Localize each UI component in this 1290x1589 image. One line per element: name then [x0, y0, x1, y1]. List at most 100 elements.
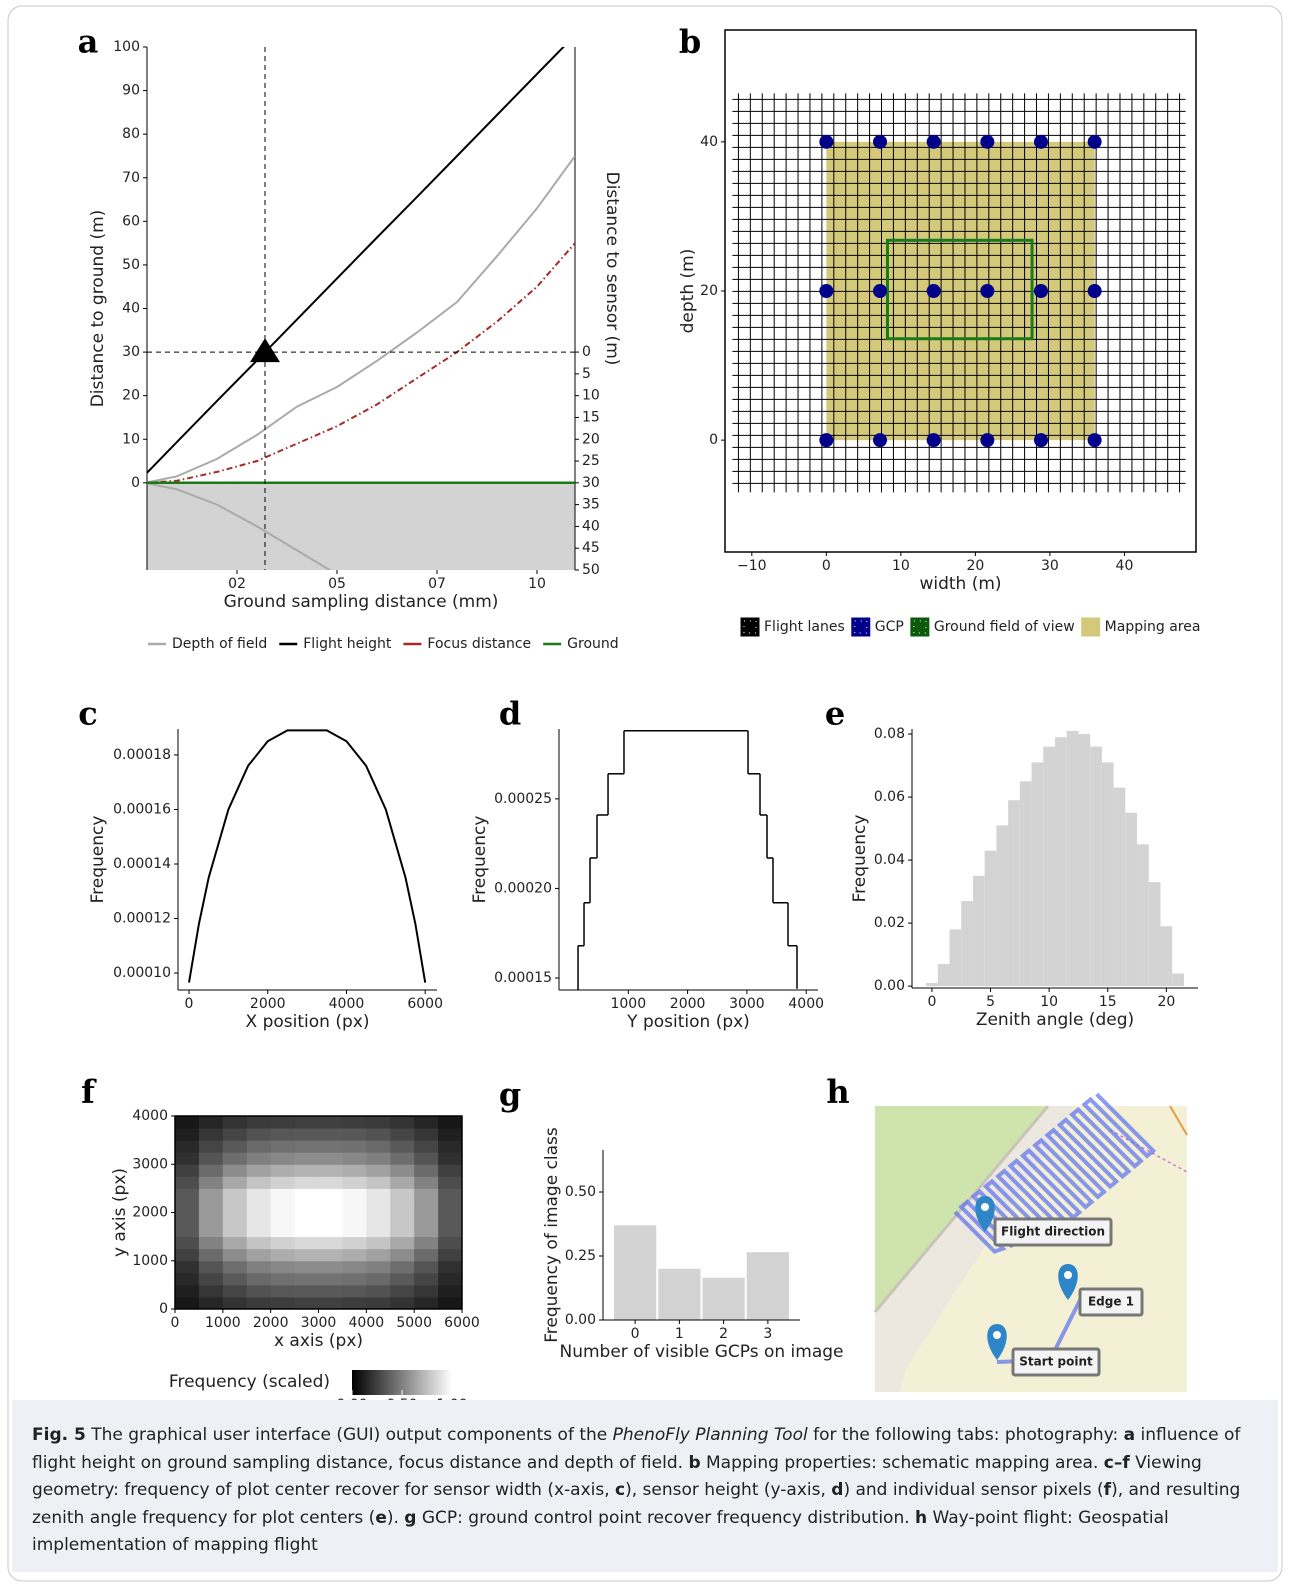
heat-cell: [438, 1285, 462, 1298]
heat-cell: [342, 1116, 366, 1129]
heat-cell: [271, 1164, 295, 1177]
gcp: [927, 135, 941, 149]
y-tick-label: 0.00018: [113, 747, 171, 763]
heat-cell: [414, 1128, 438, 1141]
legend-label: Depth of field: [172, 636, 267, 652]
heat-cell: [223, 1176, 247, 1189]
heat-cell: [319, 1176, 343, 1189]
histogram-bar: [996, 825, 1008, 986]
x-tick-label: 15: [1099, 994, 1117, 1010]
heat-cell: [223, 1273, 247, 1286]
histogram-bar: [950, 929, 962, 986]
heat-cell: [438, 1164, 462, 1177]
heat-cell: [247, 1249, 271, 1262]
y2-tick-label: 25: [582, 453, 600, 469]
x-tick-label: 3000: [301, 1315, 337, 1331]
panel-letter: e: [825, 695, 845, 733]
caption-text: d: [831, 1480, 843, 1500]
x-tick-label: 0: [171, 1315, 180, 1331]
heat-cell: [199, 1225, 223, 1238]
y2-tick-label: 45: [582, 540, 600, 556]
heat-cell: [175, 1140, 199, 1153]
heat-cell: [390, 1116, 414, 1129]
heat-cell: [319, 1164, 343, 1177]
heat-cell: [271, 1188, 295, 1201]
heat-cell: [390, 1140, 414, 1153]
x-axis-title: X position (px): [246, 1012, 370, 1032]
heat-cell: [175, 1297, 199, 1310]
histogram-bar: [1160, 926, 1172, 986]
y-tick-label: 0.00010: [113, 965, 171, 981]
x-tick-label: 4000: [349, 1315, 385, 1331]
heat-cell: [199, 1200, 223, 1213]
x-tick-label: 40: [1116, 558, 1134, 574]
y2-tick-label: 50: [582, 562, 600, 578]
heat-cell: [223, 1285, 247, 1298]
heat-cell: [223, 1297, 247, 1310]
heat-cell: [247, 1152, 271, 1165]
caption-text: a: [1124, 1425, 1135, 1445]
heat-cell: [414, 1237, 438, 1250]
x-tick-label: 3: [763, 1326, 772, 1342]
y2-tick-label: 20: [582, 431, 600, 447]
heat-cell: [247, 1237, 271, 1250]
y-tick-label: 0.00025: [494, 791, 552, 807]
heat-cell: [390, 1237, 414, 1250]
heat-cell: [319, 1285, 343, 1298]
map-label: Start point: [1019, 1355, 1093, 1369]
histogram-bar: [1032, 762, 1044, 986]
bar: [614, 1225, 656, 1320]
heat-cell: [414, 1116, 438, 1129]
heat-cell: [199, 1188, 223, 1201]
heat-cell: [271, 1273, 295, 1286]
histogram-bar: [1172, 974, 1184, 987]
heat-cell: [295, 1188, 319, 1201]
heat-cell: [342, 1164, 366, 1177]
heat-cell: [175, 1285, 199, 1298]
heat-cell: [319, 1116, 343, 1129]
x-tick-label: 1000: [610, 996, 646, 1012]
heat-cell: [271, 1261, 295, 1274]
y-tick-label: 3000: [132, 1156, 168, 1172]
heat-cell: [438, 1116, 462, 1129]
panel-letter: a: [78, 23, 99, 61]
y-axis-title: Distance to ground (m): [88, 210, 108, 408]
figure: 020507100102030405060708090100Ground sam…: [0, 0, 1290, 1589]
heat-cell: [271, 1237, 295, 1250]
histogram-bar: [1090, 747, 1102, 986]
heat-cell: [390, 1297, 414, 1310]
heat-cell: [438, 1225, 462, 1238]
heat-cell: [319, 1200, 343, 1213]
heat-cell: [438, 1200, 462, 1213]
heat-cell: [438, 1188, 462, 1201]
heat-cell: [247, 1225, 271, 1238]
heat-cell: [366, 1297, 390, 1310]
histogram-bar: [1149, 882, 1161, 986]
heat-cell: [414, 1176, 438, 1189]
heat-cell: [414, 1261, 438, 1274]
heat-cell: [295, 1164, 319, 1177]
y-tick-label: 0.00012: [113, 911, 171, 927]
y-tick-label: 90: [122, 83, 140, 99]
heat-cell: [175, 1237, 199, 1250]
heat-cell: [175, 1200, 199, 1213]
gcp: [980, 433, 994, 447]
caption-text: c–f: [1104, 1453, 1130, 1473]
line: [189, 730, 425, 982]
legend-label: Focus distance: [427, 636, 531, 652]
x-tick-label: 3000: [729, 996, 765, 1012]
histogram-bar: [938, 964, 950, 986]
x-tick-label: 2000: [250, 996, 286, 1012]
heat-cell: [390, 1164, 414, 1177]
heat-cell: [438, 1152, 462, 1165]
caption: Fig. 5 The graphical user interface (GUI…: [12, 1400, 1278, 1572]
heat-cell: [414, 1273, 438, 1286]
x-tick-label: 0: [822, 558, 831, 574]
heat-cell: [223, 1237, 247, 1250]
heat-cell: [199, 1237, 223, 1250]
line: [147, 156, 575, 482]
heat-cell: [271, 1116, 295, 1129]
heat-cell: [271, 1285, 295, 1298]
heat-cell: [247, 1128, 271, 1141]
heat-cell: [271, 1128, 295, 1141]
